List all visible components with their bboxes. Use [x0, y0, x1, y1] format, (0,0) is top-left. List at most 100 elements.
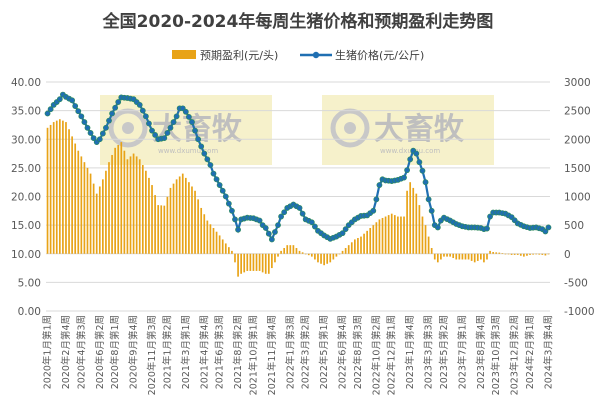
profit-bar — [455, 253, 458, 260]
profit-bar — [117, 144, 120, 254]
profit-bar — [184, 177, 187, 254]
profit-bar — [274, 253, 276, 263]
profit-bar — [446, 253, 448, 257]
y-right-tick: 0 — [564, 249, 571, 261]
profit-bar — [529, 253, 531, 255]
price-point — [281, 209, 288, 216]
price-point — [308, 219, 315, 226]
profit-bar — [470, 253, 473, 261]
profit-bar — [483, 253, 485, 263]
price-point — [96, 136, 103, 143]
profit-bar — [421, 216, 424, 254]
x-tick: 2023年3月第3周 — [423, 315, 435, 389]
profit-bar — [357, 238, 359, 254]
profit-bar — [243, 253, 246, 273]
x-tick: 2023年12月第2周 — [509, 315, 521, 395]
profit-bar — [310, 253, 313, 257]
profit-bar — [344, 248, 347, 254]
price-point — [84, 124, 91, 131]
profit-bar — [89, 173, 92, 254]
price-point — [213, 176, 220, 183]
y-right-tick: -500 — [564, 277, 588, 289]
profit-bar — [148, 177, 150, 254]
profit-bar — [535, 253, 538, 255]
profit-bar — [464, 253, 467, 260]
profit-bar — [98, 186, 101, 254]
profit-bar — [433, 253, 436, 260]
profit-bar — [436, 253, 439, 263]
price-point — [296, 205, 303, 211]
x-axis-ticks: 2020年1月第1周 2020年2月第4周 2020年4月第3周 2020年6月第2周… — [42, 315, 555, 395]
price-point — [142, 113, 149, 120]
profit-bar — [406, 190, 408, 254]
price-point — [44, 110, 51, 117]
profit-bar — [283, 248, 286, 254]
profit-bar — [191, 186, 193, 254]
profit-bar — [473, 253, 476, 263]
price-point — [78, 113, 85, 120]
profit-bar — [46, 127, 49, 254]
y-left-tick: 0.00 — [18, 306, 41, 318]
profit-bar — [172, 183, 175, 254]
profit-bar — [507, 253, 510, 255]
price-point — [75, 108, 82, 115]
price-point — [198, 143, 205, 150]
profit-bar — [68, 129, 70, 254]
profit-bar — [135, 156, 138, 254]
price-point — [201, 150, 208, 157]
profit-bar — [544, 253, 547, 256]
price-point — [299, 210, 306, 217]
profit-bar — [249, 253, 252, 271]
price-point — [164, 130, 171, 136]
price-point — [373, 196, 380, 203]
profit-bar — [215, 231, 218, 254]
price-point — [90, 135, 97, 141]
price-point — [192, 127, 198, 134]
profit-bar — [62, 120, 64, 254]
profit-bar — [366, 230, 368, 254]
profit-bar — [489, 250, 491, 254]
profit-bar — [92, 183, 95, 254]
price-point — [222, 193, 229, 200]
price-point — [413, 150, 420, 157]
profit-bar — [102, 179, 104, 254]
profit-bar — [443, 253, 445, 257]
x-tick: 2020年11月第3周 — [146, 315, 158, 395]
x-tick: 2021年3月第1周 — [180, 315, 192, 389]
watermark-sub: www.dxumu.com — [380, 147, 440, 155]
price-point — [232, 216, 238, 223]
price-point — [376, 182, 383, 188]
price-point — [542, 228, 549, 235]
y-left-tick: 5.00 — [18, 277, 41, 289]
profit-bar — [541, 253, 544, 255]
profit-bar — [519, 253, 522, 256]
profit-bar — [289, 245, 292, 254]
profit-bar — [123, 150, 126, 254]
profit-bar — [526, 253, 528, 256]
profit-bar — [194, 190, 196, 254]
profit-bar — [486, 253, 488, 260]
price-point — [272, 229, 278, 235]
x-tick: 2021年4月第4周 — [198, 315, 210, 389]
profit-bar — [516, 253, 519, 255]
profit-bar — [169, 187, 172, 254]
price-point — [136, 102, 143, 108]
profit-bar — [387, 215, 390, 254]
profit-bar — [350, 242, 353, 254]
profit-bar — [129, 156, 132, 254]
profit-bar — [427, 236, 430, 254]
profit-bar — [52, 122, 55, 254]
profit-bar — [372, 225, 375, 254]
profit-bar — [341, 250, 344, 254]
profit-bar — [83, 162, 86, 254]
price-point — [210, 170, 217, 177]
price-point — [72, 103, 79, 109]
price-point — [99, 130, 106, 137]
profit-bar — [280, 250, 282, 254]
profit-bar — [523, 253, 525, 257]
x-tick: 2022年6月第4周 — [337, 315, 349, 389]
y-right-tick: -1000 — [564, 306, 595, 318]
price-point — [416, 159, 423, 166]
profit-bar — [412, 187, 415, 254]
